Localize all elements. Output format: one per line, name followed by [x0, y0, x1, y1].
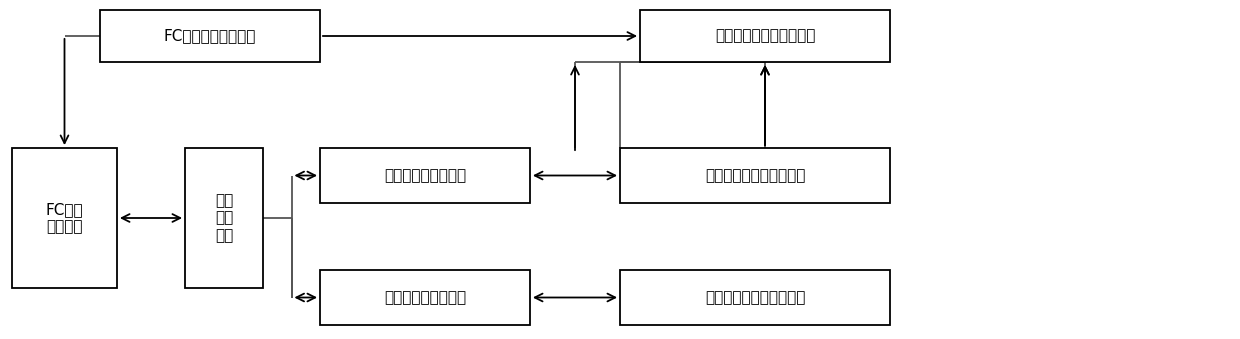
Bar: [640, 10, 890, 62]
Bar: [320, 148, 529, 203]
Bar: [620, 270, 890, 325]
Text: 第二以太网数据缓存: 第二以太网数据缓存: [384, 290, 466, 305]
Text: FC信用反压控制模块: FC信用反压控制模块: [164, 28, 257, 43]
Text: 第一以太网数据处理模块: 第一以太网数据处理模块: [704, 168, 805, 183]
Text: 第二以太网数据处理模块: 第二以太网数据处理模块: [704, 290, 805, 305]
Bar: [185, 148, 263, 288]
Bar: [100, 10, 320, 62]
Bar: [320, 270, 529, 325]
Bar: [12, 148, 117, 288]
Text: 以太网数据缓存监控模块: 以太网数据缓存监控模块: [714, 28, 815, 43]
Text: 数据
转换
模块: 数据 转换 模块: [215, 193, 233, 243]
Bar: [620, 148, 890, 203]
Text: FC数据
处理模块: FC数据 处理模块: [46, 202, 83, 234]
Text: 第一以太网数据缓存: 第一以太网数据缓存: [384, 168, 466, 183]
